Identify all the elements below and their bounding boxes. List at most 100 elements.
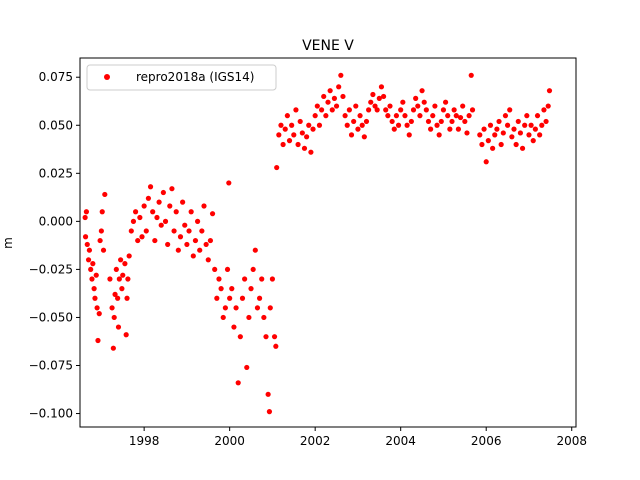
data-point: [545, 103, 551, 109]
data-point: [113, 266, 119, 273]
data-point: [284, 113, 290, 119]
data-point: [327, 88, 333, 94]
data-point: [197, 247, 203, 253]
data-point: [519, 145, 526, 151]
data-point: [359, 122, 365, 128]
data-point: [173, 209, 179, 215]
legend-box: [86, 64, 277, 91]
data-point: [374, 107, 380, 113]
data-point: [425, 118, 432, 125]
data-point: [299, 130, 305, 136]
data-point: [513, 141, 519, 148]
data-point: [464, 130, 470, 136]
data-point: [333, 103, 340, 109]
y-tick-label: −0.100: [29, 407, 73, 421]
data-point: [224, 266, 231, 273]
data-point: [226, 180, 232, 186]
data-point: [141, 203, 147, 209]
data-point: [186, 228, 192, 234]
data-point: [139, 234, 145, 240]
y-axis: −0.100 −0.075 −0.050 −0.025 0.000 0.025 0.050 0…: [29, 70, 80, 421]
data-point: [442, 99, 449, 105]
y-tick-label: 0.050: [39, 118, 73, 132]
data-point: [278, 122, 284, 128]
data-point: [145, 195, 152, 201]
points-layer: [82, 72, 553, 415]
data-point: [84, 241, 90, 248]
data-point: [492, 132, 498, 138]
data-point: [434, 122, 440, 128]
data-point: [368, 99, 374, 105]
y-tick-label: −0.025: [29, 262, 73, 276]
data-point: [494, 126, 500, 132]
data-point: [530, 138, 536, 144]
y-tick-label: −0.050: [29, 310, 73, 324]
data-point: [102, 191, 108, 198]
data-point: [469, 107, 476, 113]
data-point: [318, 107, 325, 113]
data-point: [316, 122, 323, 128]
data-point: [175, 247, 181, 253]
data-point: [271, 334, 278, 340]
data-point: [250, 266, 256, 273]
data-point: [342, 113, 348, 119]
data-point: [310, 126, 316, 132]
data-point: [423, 107, 429, 113]
data-point: [415, 103, 421, 109]
y-tick-label: 0.075: [39, 70, 73, 84]
data-point: [385, 113, 391, 119]
data-point: [537, 132, 543, 138]
data-point: [380, 93, 387, 100]
data-point: [152, 237, 158, 244]
data-point: [338, 72, 344, 78]
data-point: [111, 314, 117, 321]
data-point: [361, 134, 367, 140]
data-point: [214, 295, 220, 301]
data-point: [128, 228, 134, 234]
data-point: [177, 234, 184, 240]
data-point: [534, 113, 541, 119]
data-point: [366, 107, 372, 113]
data-point: [543, 118, 549, 125]
data-point: [297, 118, 303, 125]
data-point: [135, 237, 141, 244]
data-point: [323, 113, 329, 119]
data-point: [246, 314, 252, 321]
x-axis: 1998 2000 2002 2004 2006 2008: [129, 427, 587, 448]
data-point: [180, 199, 186, 205]
data-point: [199, 228, 205, 234]
data-point: [295, 141, 301, 148]
data-point: [82, 214, 88, 221]
data-point: [348, 132, 355, 138]
data-point: [511, 126, 517, 132]
data-point: [331, 95, 338, 101]
data-point: [124, 295, 130, 301]
data-point: [160, 189, 166, 196]
data-point: [89, 276, 95, 282]
data-point: [546, 88, 553, 94]
data-point: [220, 314, 226, 321]
x-tick-label: 2004: [385, 434, 416, 448]
data-point: [466, 113, 472, 119]
data-point: [227, 295, 233, 301]
data-point: [370, 91, 376, 98]
data-point: [86, 247, 93, 253]
y-tick-label: 0.025: [39, 166, 73, 180]
data-point: [400, 99, 406, 105]
data-point: [325, 99, 331, 105]
data-point: [479, 141, 485, 148]
data-point: [165, 241, 171, 248]
data-point: [116, 276, 122, 282]
data-point: [218, 286, 224, 292]
data-point: [485, 138, 491, 144]
data-point: [216, 276, 222, 282]
data-point: [188, 209, 194, 215]
data-point: [413, 95, 419, 101]
data-point: [417, 113, 423, 119]
data-point: [207, 237, 214, 244]
data-point: [171, 228, 177, 234]
data-point: [378, 84, 385, 90]
data-point: [94, 305, 100, 311]
data-point: [132, 209, 139, 215]
data-point: [93, 272, 99, 278]
